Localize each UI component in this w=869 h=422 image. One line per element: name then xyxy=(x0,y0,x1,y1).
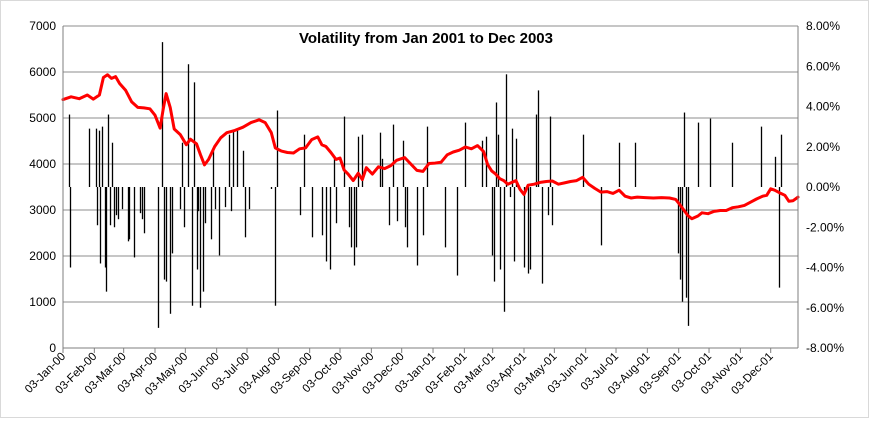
right-axis-tick-label: -8.00% xyxy=(806,341,844,355)
left-axis-tick-label: 6000 xyxy=(29,65,56,79)
right-axis-tick-label: 8.00% xyxy=(806,19,840,33)
left-axis-tick-label: 4000 xyxy=(29,157,56,171)
right-axis-tick-label: 6.00% xyxy=(806,59,840,73)
left-axis-tick-label: 1000 xyxy=(29,295,56,309)
index-line-layer xyxy=(61,73,800,221)
left-axis-tick-label: 7000 xyxy=(29,19,56,33)
left-axis-tick-label: 3000 xyxy=(29,203,56,217)
chart-title: Volatility from Jan 2001 to Dec 2003 xyxy=(299,30,553,47)
left-axis-tick-label: 5000 xyxy=(29,111,56,125)
right-axis-tick-label: 0.00% xyxy=(806,180,840,194)
left-axis-tick-label: 2000 xyxy=(29,249,56,263)
left-axis-tick-label: 0 xyxy=(49,341,56,355)
right-axis-tick-label: -4.00% xyxy=(806,261,844,275)
right-axis-tick-label: 2.00% xyxy=(806,140,840,154)
right-axis-tick-label: 4.00% xyxy=(806,100,840,114)
right-axis-tick-label: -6.00% xyxy=(806,301,844,315)
index-level-line xyxy=(61,73,800,221)
right-axis-tick-label: -2.00% xyxy=(806,220,844,234)
